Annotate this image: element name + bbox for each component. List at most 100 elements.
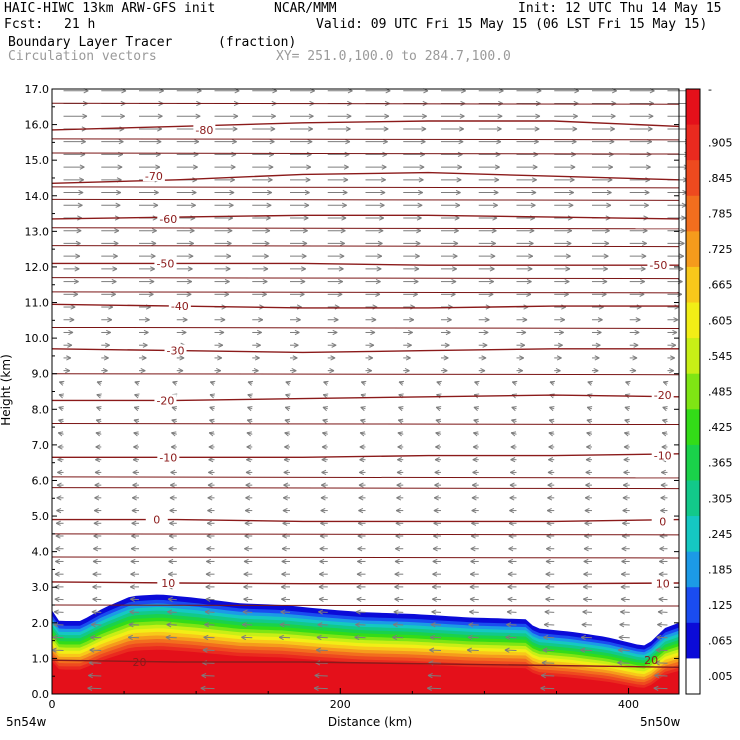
- vector-arrow: [176, 317, 188, 323]
- vector-arrow: [403, 228, 422, 234]
- vector-arrow: [478, 253, 496, 259]
- vector-arrow: [580, 634, 592, 641]
- vector-arrow: [356, 571, 366, 577]
- org-label: NCAR/MMM: [274, 1, 337, 16]
- vector-arrow: [243, 558, 253, 565]
- plot-axes: 0.0 1.0 2.0 3.0 4.0 5.0 6.0 7.0 8.0 9.0 10.0 11.0 12…: [25, 83, 680, 711]
- vector-arrow: [403, 342, 412, 348]
- vector-arrow: [206, 558, 215, 565]
- colorbar-label: .665: [708, 279, 733, 292]
- vector-arrow: [623, 457, 630, 463]
- vector-arrow: [171, 418, 177, 424]
- temperature-contour: [51, 120, 680, 131]
- vector-arrow: [317, 622, 328, 628]
- vector-arrow: [360, 418, 366, 424]
- vector-arrow: [509, 482, 517, 488]
- vector-arrow: [327, 317, 339, 323]
- vector-arrow: [327, 253, 345, 259]
- vector-arrow: [440, 266, 457, 272]
- vector-arrow: [133, 431, 140, 437]
- vector-arrow: [429, 647, 442, 653]
- vector-arrow: [365, 139, 388, 145]
- vector-arrow: [139, 291, 154, 297]
- vector-arrow: [318, 584, 328, 590]
- contour-label: 0: [153, 514, 160, 527]
- vector-arrow: [434, 469, 441, 476]
- vector-arrow: [516, 342, 526, 348]
- vector-arrow: [247, 380, 254, 386]
- vector-arrow: [252, 189, 273, 196]
- vector-arrow: [176, 139, 200, 145]
- vector-arrow: [284, 444, 291, 450]
- vector-arrow: [207, 507, 215, 514]
- vector-arrow: [290, 151, 312, 158]
- vector-arrow: [327, 202, 347, 208]
- vector-arrow: [360, 406, 366, 412]
- vector-arrow: [508, 558, 517, 565]
- contour-label: 10: [656, 578, 670, 591]
- temperature-contour: [51, 659, 680, 668]
- vector-arrow: [667, 368, 674, 374]
- field-units: (fraction): [218, 35, 297, 50]
- cross-section-endpoints: XY= 251.0,100.0 to 284.7,100.0: [276, 49, 511, 64]
- vector-arrow: [667, 329, 678, 336]
- vector-arrow: [516, 202, 536, 208]
- vector-arrow: [176, 189, 197, 196]
- vector-arrow: [622, 495, 630, 501]
- vector-arrow: [658, 571, 668, 577]
- vector-arrow: [478, 151, 501, 158]
- vector-arrow: [101, 228, 120, 234]
- y-tick-label: 7.0: [32, 439, 50, 452]
- vector-arrow: [327, 151, 350, 158]
- y-tick-label: 2.0: [32, 617, 50, 630]
- vector-arrow: [398, 406, 404, 412]
- vector-arrow: [167, 596, 177, 602]
- vector-arrow: [209, 380, 216, 386]
- vector-arrow: [394, 571, 404, 577]
- vector-arrow: [478, 266, 495, 272]
- colorbar-swatch: [686, 124, 700, 161]
- vector-arrow: [214, 278, 230, 285]
- vector-arrow: [96, 406, 102, 412]
- vector-arrow: [327, 240, 345, 247]
- vector-arrow: [95, 457, 102, 463]
- vector-arrow: [516, 253, 534, 259]
- vector-arrow: [591, 329, 602, 336]
- vector-arrow: [548, 457, 555, 463]
- vector-arrow: [214, 139, 237, 145]
- vector-arrow: [541, 660, 555, 666]
- vector-arrow: [280, 609, 291, 615]
- vector-arrow: [88, 672, 102, 679]
- vector-arrow: [365, 228, 384, 234]
- vector-arrow: [554, 126, 578, 132]
- vector-arrow: [554, 266, 571, 272]
- colorbar-swatch: [686, 622, 700, 659]
- vector-arrow: [245, 482, 253, 488]
- vector-arrow: [57, 444, 64, 450]
- vector-arrow: [58, 380, 65, 386]
- vector-arrow: [621, 546, 630, 552]
- vector-arrow: [205, 596, 215, 602]
- vector-arrow: [618, 634, 630, 641]
- vector-arrow: [584, 520, 592, 526]
- vector-arrow: [290, 189, 310, 196]
- vector-arrow: [290, 317, 301, 323]
- vector-arrow: [139, 266, 155, 272]
- tracer-fill: [52, 594, 679, 694]
- theta-line: [51, 604, 680, 607]
- vector-arrow: [591, 189, 612, 196]
- vector-arrow: [321, 469, 328, 476]
- vector-arrow: [209, 406, 215, 412]
- vector-arrow: [471, 495, 479, 501]
- tracer-layer: [52, 649, 679, 694]
- vector-arrow: [290, 228, 308, 234]
- vector-arrow: [427, 685, 442, 691]
- vector-arrow: [516, 164, 538, 170]
- vector-arrow: [95, 431, 102, 437]
- vector-arrow: [591, 368, 599, 374]
- vector-arrow: [54, 596, 64, 602]
- vector-arrow: [134, 380, 140, 386]
- vector-arrow: [247, 393, 253, 399]
- vector-arrow: [209, 418, 215, 424]
- vector-arrow: [92, 571, 102, 577]
